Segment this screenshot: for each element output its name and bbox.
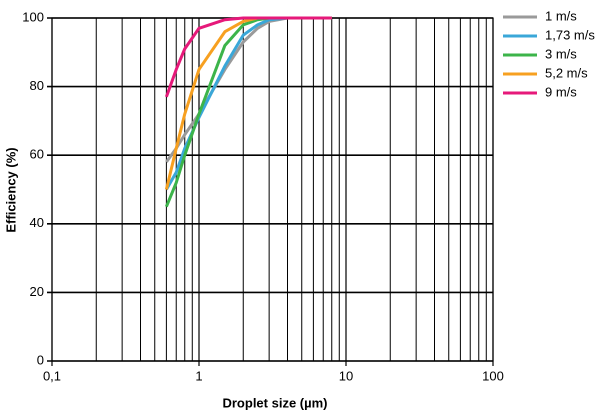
legend-label: 3 m/s bbox=[545, 46, 577, 61]
series-line bbox=[165, 16, 332, 191]
x-axis-label: Droplet size (µm) bbox=[222, 395, 327, 410]
series-line bbox=[165, 16, 332, 208]
plot-frame bbox=[51, 17, 494, 362]
y-axis-label: Efficiency (%) bbox=[3, 147, 18, 232]
y-tick-label: 80 bbox=[30, 78, 44, 93]
x-tick-label: 0,1 bbox=[43, 368, 61, 383]
series-line bbox=[164, 16, 332, 190]
x-tick-label: 1 bbox=[195, 368, 202, 383]
y-tick-label: 0 bbox=[37, 352, 44, 367]
legend-label: 9 m/s bbox=[545, 84, 577, 99]
x-tick-label: 100 bbox=[482, 368, 504, 383]
y-tick-label: 40 bbox=[30, 215, 44, 230]
legend-label: 1 m/s bbox=[545, 8, 577, 23]
y-tick-label: 60 bbox=[30, 147, 44, 162]
y-tick-label: 20 bbox=[30, 284, 44, 299]
legend-label: 5,2 m/s bbox=[545, 65, 588, 80]
series-line bbox=[164, 16, 332, 98]
legend-label: 1,73 m/s bbox=[545, 27, 595, 42]
x-tick-label: 10 bbox=[339, 368, 353, 383]
y-tick-label: 100 bbox=[22, 9, 44, 24]
